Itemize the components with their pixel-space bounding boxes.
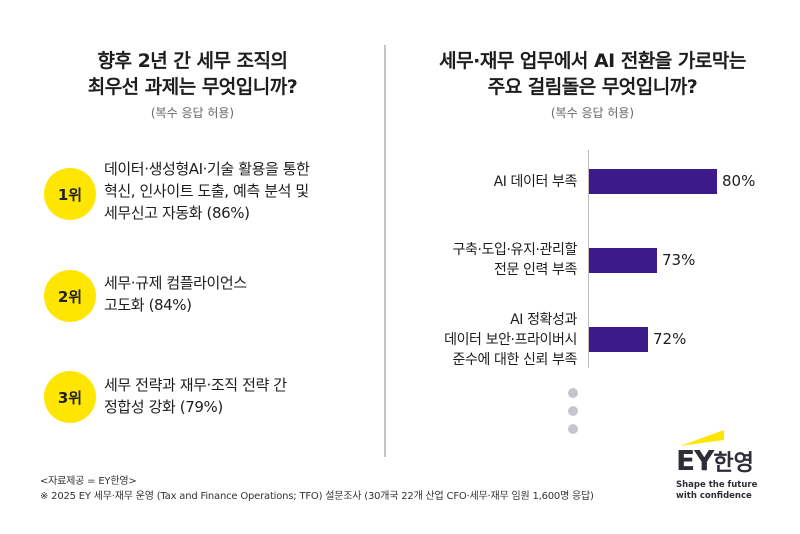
right-title-line1: 세무·재무 업무에서 AI 전환을 가로막는: [439, 50, 746, 72]
bar-value-2: 73%: [662, 251, 696, 269]
rank-text-1: 데이터·생성형AI·기술 활용을 통한 혁신, 인사이트 도출, 예측 분석 및…: [104, 158, 384, 224]
bar-value-3: 72%: [653, 330, 687, 348]
tagline-line-1: Shape the future: [676, 480, 758, 490]
rank-badge-3: 3위: [44, 371, 96, 423]
left-title-line2: 최우선 과제는 무엇입니까?: [87, 76, 298, 98]
logo-wordmark: EY한영: [676, 444, 754, 477]
ellipsis-dot-2: [568, 406, 578, 416]
bar-3-label-line-3: 준수에 대한 신뢰 부족: [452, 352, 578, 368]
bar-2: [589, 248, 657, 273]
rank-2-line-2: 고도화 (84%): [104, 296, 192, 314]
tagline-line-2: with confidence: [676, 491, 752, 501]
ey-beam-icon: [680, 430, 724, 446]
left-title-line1: 향후 2년 간 세무 조직의: [97, 50, 289, 72]
rank-1-line-1: 데이터·생성형AI·기술 활용을 통한: [104, 160, 310, 178]
bar-value-1: 80%: [722, 172, 756, 190]
right-subtitle: (복수 응답 허용): [550, 106, 635, 120]
right-title-line2: 주요 걸림돌은 무엇입니까?: [487, 76, 698, 98]
logo-ey: EY: [676, 444, 714, 477]
ellipsis-dot-1: [568, 388, 578, 398]
bar-3-label-line-2: 데이터 보안·프라이버시: [444, 332, 577, 348]
bar-3: [589, 327, 648, 352]
left-subtitle: (복수 응답 허용): [150, 106, 235, 120]
rank-2-line-1: 세무·규제 컴플라이언스: [104, 274, 247, 292]
rank-3-line-2: 정합성 강화 (79%): [104, 398, 223, 416]
right-title: 세무·재무 업무에서 AI 전환을 가로막는 주요 걸림돌은 무엇입니까?: [400, 48, 785, 100]
bar-label-1: AI 데이터 부족: [387, 172, 578, 192]
ellipsis-dot-3: [568, 424, 578, 434]
panel-divider: [384, 45, 386, 457]
bar-label-3: AI 정확성과 데이터 보안·프라이버시 준수에 대한 신뢰 부족: [387, 310, 577, 370]
survey-note: ※ 2025 EY 세무·재무 운영 (Tax and Finance Oper…: [40, 491, 594, 502]
logo-tagline: Shape the future with confidence: [676, 480, 757, 502]
bar-2-label-line-2: 전문 인력 부족: [494, 262, 577, 278]
source-credit: <자료제공 = EY한영>: [40, 476, 137, 487]
rank-1-line-2: 혁신, 인사이트 도출, 예측 분석 및: [104, 182, 309, 200]
rank-badge-1: 1위: [44, 168, 96, 220]
rank-1-line-3: 세무신고 자동화 (86%): [104, 204, 250, 222]
bar-label-2: 구축·도입·유지·관리할 전문 인력 부족: [387, 240, 578, 280]
bar-2-label-line-1: 구축·도입·유지·관리할: [452, 242, 578, 258]
bar-1: [589, 169, 717, 194]
bar-1-label-line-1: AI 데이터 부족: [493, 174, 578, 190]
left-title: 향후 2년 간 세무 조직의 최우선 과제는 무엇입니까?: [20, 48, 365, 100]
logo-korean: 한영: [713, 451, 754, 476]
ey-logo: EY한영 Shape the future with confidence: [676, 428, 786, 508]
chart-axis: [588, 150, 589, 368]
rank-text-3: 세무 전략과 재무·조직 전략 간 정합성 강화 (79%): [104, 374, 384, 418]
rank-text-2: 세무·규제 컴플라이언스 고도화 (84%): [104, 272, 384, 316]
bar-3-label-line-1: AI 정확성과: [510, 312, 577, 328]
rank-3-line-1: 세무 전략과 재무·조직 전략 간: [104, 376, 287, 394]
rank-badge-2: 2위: [44, 270, 96, 322]
